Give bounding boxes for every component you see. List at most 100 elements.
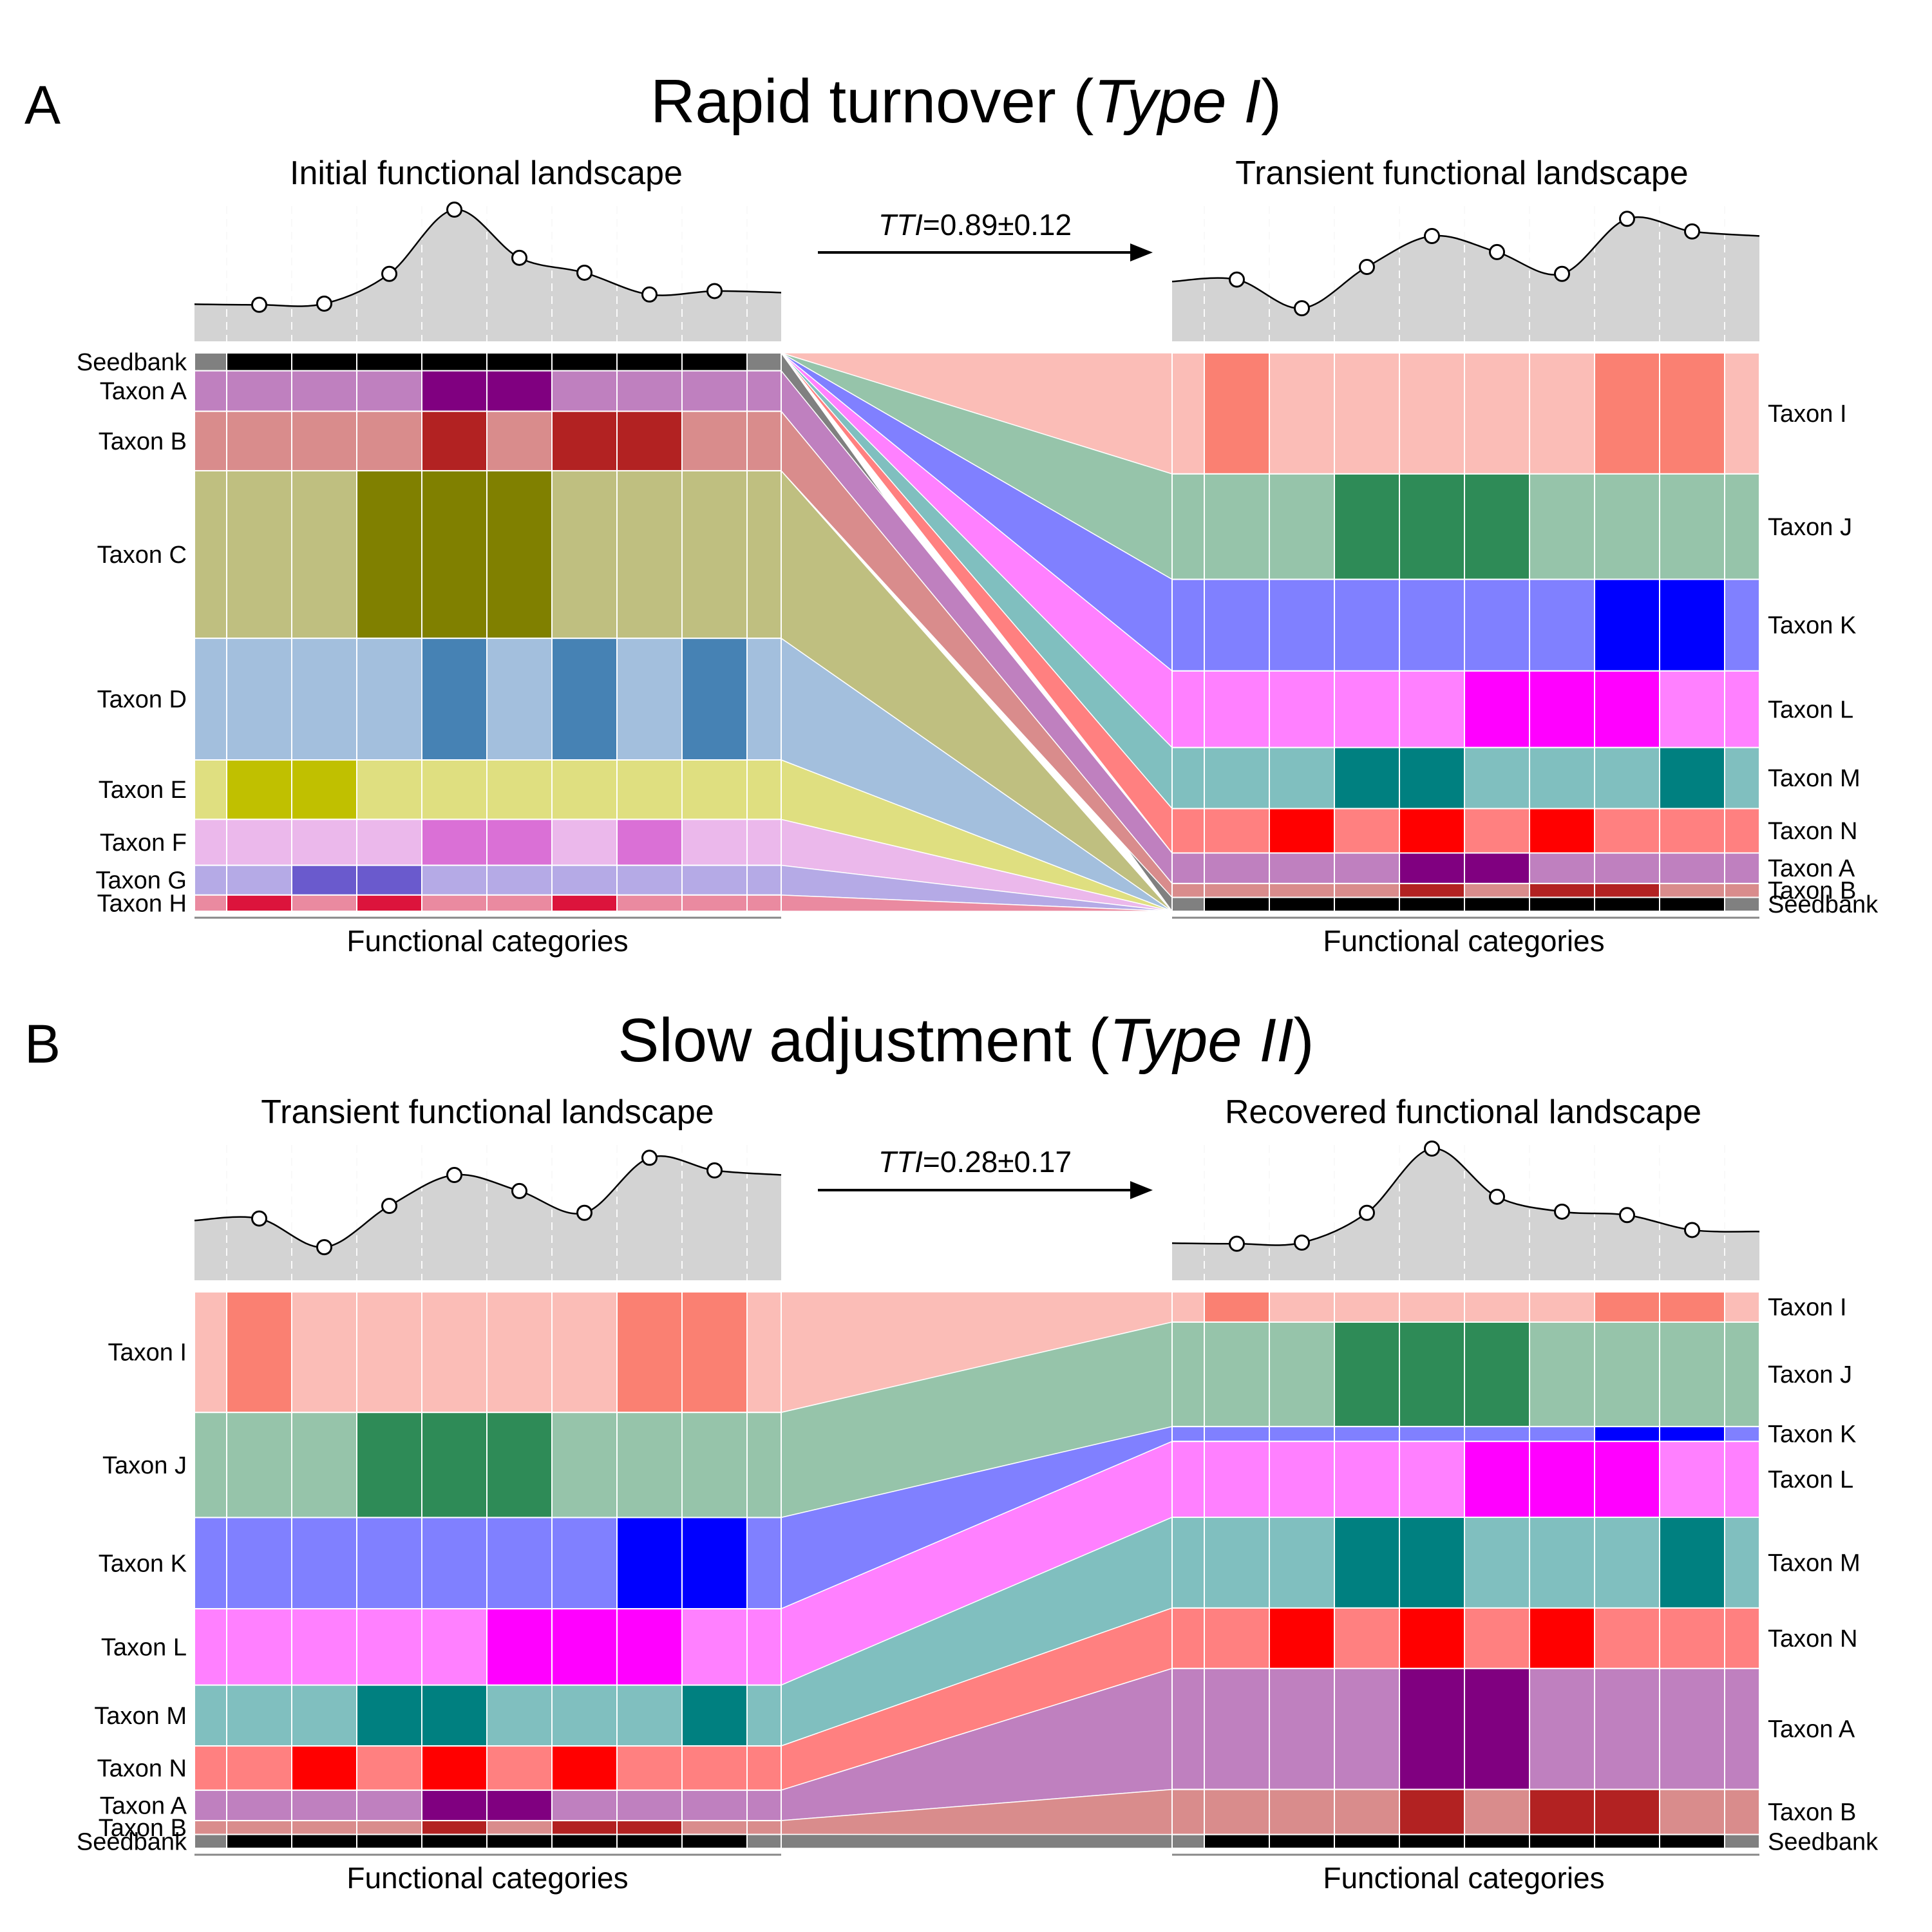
- left-cell: [551, 469, 618, 639]
- left-label-taxon-g: Taxon G: [95, 867, 187, 895]
- left-cell: [746, 819, 782, 866]
- right-cell: [1269, 1426, 1335, 1443]
- left-cell: [291, 864, 357, 896]
- left-cell: [226, 1517, 292, 1610]
- left-cell: [616, 1789, 683, 1822]
- left-cell: [486, 1412, 553, 1519]
- right-label-taxon-l: Taxon L: [1768, 696, 1853, 723]
- right-cell: [1269, 1441, 1335, 1519]
- right-cell: [1594, 1426, 1660, 1443]
- right-row-taxon-l: [1171, 1441, 1760, 1519]
- right-cell: [1334, 1321, 1400, 1428]
- panel-letter: B: [24, 1014, 61, 1074]
- left-cell: [226, 1820, 292, 1835]
- left-label-taxon-e: Taxon E: [99, 777, 187, 804]
- panel-b: B Slow adjustment (Type II) Transient fu…: [24, 1006, 1879, 1895]
- right-cell: [1594, 1833, 1660, 1849]
- right-cell: [1594, 882, 1660, 898]
- right-row-seedbank: [1171, 1833, 1760, 1849]
- right-cell: [1529, 746, 1595, 810]
- flow-seedbank: [781, 1833, 1173, 1849]
- right-cell: [1399, 578, 1465, 672]
- right-cell: [1594, 1607, 1660, 1669]
- left-cell: [681, 894, 748, 913]
- right-cell: [1659, 1667, 1725, 1790]
- left-cell: [681, 1684, 748, 1747]
- right-landscape-title: Recovered functional landscape: [1225, 1094, 1701, 1131]
- flow-bands: [781, 351, 1173, 913]
- right-label-taxon-i: Taxon I: [1768, 1294, 1847, 1321]
- left-taxon-labels: Taxon I Taxon J Taxon K Taxon L Taxon M Taxon…: [77, 1340, 187, 1856]
- right-cell: [1269, 746, 1335, 810]
- left-cell: [356, 1789, 422, 1822]
- left-curve-point: [576, 264, 592, 281]
- left-cell: [616, 469, 683, 639]
- right-cell: [1464, 746, 1530, 810]
- right-cell: [1269, 473, 1335, 580]
- left-cell: [356, 370, 422, 412]
- right-cell: [1399, 473, 1465, 580]
- right-cell: [1724, 896, 1760, 912]
- left-cell: [356, 1745, 422, 1791]
- right-cell: [1269, 1321, 1335, 1428]
- right-curve-point: [1619, 211, 1635, 227]
- panel-title: Rapid turnover (Type I): [650, 67, 1282, 136]
- left-cell: [746, 1517, 782, 1610]
- right-landscape-title: Transient functional landscape: [1235, 155, 1688, 192]
- left-cell: [486, 410, 553, 471]
- left-cell: [681, 1820, 748, 1835]
- right-cell: [1334, 808, 1400, 854]
- right-cell: [1659, 1441, 1725, 1519]
- left-cell: [194, 759, 227, 820]
- left-cell: [226, 1684, 292, 1747]
- right-cell: [1529, 1441, 1595, 1519]
- right-label-taxon-n: Taxon N: [1768, 1625, 1857, 1653]
- right-cell: [1724, 473, 1760, 580]
- left-cell: [681, 352, 748, 372]
- right-cell: [1171, 670, 1205, 748]
- panel-title: Slow adjustment (Type II): [618, 1006, 1314, 1075]
- left-cell: [616, 410, 683, 471]
- left-axis-label: Functional categories: [346, 1861, 628, 1895]
- left-curve-line: [194, 209, 782, 307]
- left-cell: [616, 1517, 683, 1610]
- right-cell: [1334, 1426, 1400, 1443]
- left-cell: [486, 1745, 553, 1791]
- left-cell: [681, 819, 748, 866]
- right-cell: [1659, 1517, 1725, 1609]
- right-cell: [1334, 1291, 1400, 1323]
- right-cell: [1724, 852, 1760, 884]
- right-cell: [1334, 1607, 1400, 1669]
- left-cell: [226, 1833, 292, 1849]
- right-cell: [1269, 670, 1335, 748]
- right-cell: [1594, 1441, 1660, 1519]
- left-curve-point: [316, 296, 332, 312]
- right-label-taxon-k: Taxon K: [1768, 612, 1856, 639]
- right-landscape-grid: [1171, 352, 1760, 919]
- right-cell: [1269, 852, 1335, 884]
- right-cell: [1204, 578, 1270, 672]
- left-cell: [291, 1684, 357, 1747]
- right-cell: [1464, 473, 1530, 580]
- right-cell: [1334, 1441, 1400, 1519]
- right-cell: [1724, 578, 1760, 672]
- right-cell: [1334, 882, 1400, 898]
- right-cell: [1659, 808, 1725, 854]
- right-cell: [1529, 1788, 1595, 1835]
- right-cell: [1659, 896, 1725, 912]
- right-cell: [1529, 578, 1595, 672]
- left-cell: [226, 638, 292, 761]
- right-cell: [1334, 352, 1400, 475]
- right-curve-point: [1684, 1222, 1700, 1238]
- left-cell: [356, 1517, 422, 1610]
- right-cell: [1171, 1788, 1205, 1835]
- left-row-taxon-e: [194, 759, 782, 820]
- right-cell: [1171, 746, 1205, 810]
- left-cell: [551, 1412, 618, 1519]
- right-label-taxon-i: Taxon I: [1768, 401, 1847, 428]
- right-cell: [1724, 670, 1760, 748]
- left-cell: [421, 1412, 488, 1519]
- left-cell: [551, 819, 618, 866]
- right-cell: [1269, 896, 1335, 912]
- left-cell: [551, 638, 618, 761]
